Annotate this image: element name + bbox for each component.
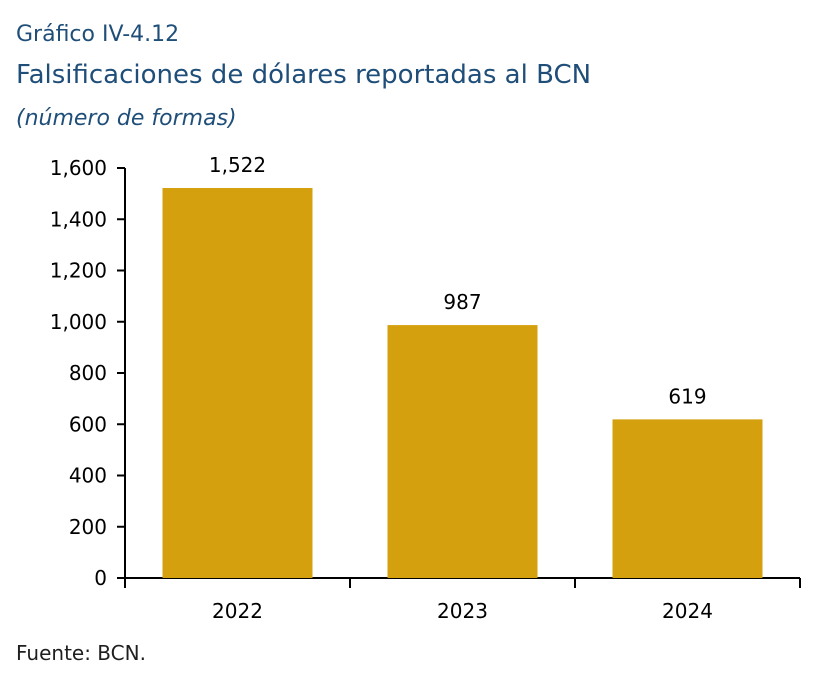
y-tick-label: 1,400 (50, 207, 107, 231)
y-tick-label: 400 (69, 464, 107, 488)
y-tick-label: 0 (94, 566, 107, 590)
x-tick-label-2022: 2022 (212, 599, 263, 623)
chart-subtitle: (número de formas) (16, 106, 237, 131)
chart-number-label: Gráfico IV-4.12 (16, 22, 180, 47)
y-tick-label: 1,600 (50, 156, 107, 180)
data-label-2024: 619 (668, 384, 706, 408)
chart-title: Falsificaciones de dólares reportadas al… (16, 60, 592, 90)
y-tick-label: 600 (69, 412, 107, 436)
x-tick-label-2024: 2024 (662, 599, 713, 623)
data-label-2022: 1,522 (209, 153, 266, 177)
y-tick-label: 200 (69, 515, 107, 539)
bar-2022 (162, 187, 313, 579)
x-tick-label-2023: 2023 (437, 599, 488, 623)
source-note: Fuente: BCN. (16, 641, 146, 665)
y-tick-label: 800 (69, 361, 107, 385)
y-tick-label: 1,000 (50, 310, 107, 334)
data-label-2023: 987 (443, 290, 481, 314)
y-tick-label: 1,200 (50, 259, 107, 283)
bar-2024 (612, 419, 763, 578)
bar-2023 (387, 325, 538, 578)
